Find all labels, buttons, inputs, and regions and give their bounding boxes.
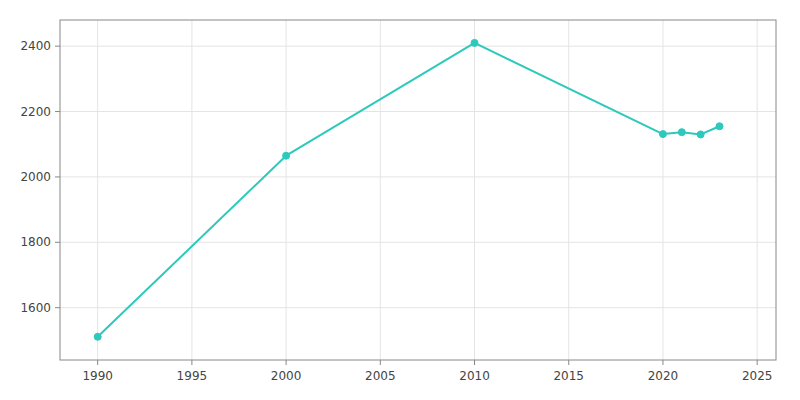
grid-line [757, 20, 758, 360]
grid-line [286, 20, 287, 360]
grid-line [60, 307, 776, 308]
tick-mark [55, 176, 60, 177]
marker [697, 131, 704, 138]
tick-mark [55, 46, 60, 47]
chart-container: 1990 1995 2000 2005 2010 2015 2020 2025 1600 1800… [0, 0, 800, 400]
marker [283, 152, 290, 159]
y-tick-label: 2400 [20, 39, 51, 53]
x-tick-label: 2020 [648, 369, 679, 383]
grid-line [60, 111, 776, 112]
x-tick-label: 2015 [553, 369, 584, 383]
grid-line [474, 20, 475, 360]
tick-mark [97, 360, 98, 365]
y-tick-label: 2000 [20, 170, 51, 184]
tick-mark [286, 360, 287, 365]
grid-line [60, 242, 776, 243]
tick-mark [662, 360, 663, 365]
grid-line [568, 20, 569, 360]
marker [659, 131, 666, 138]
x-tick-label: 2000 [271, 369, 302, 383]
y-tick-label: 1600 [20, 301, 51, 315]
tick-labels: 1990 1995 2000 2005 2010 2015 2020 2025 1600 1800… [20, 39, 772, 383]
grid-line [380, 20, 381, 360]
plot-frame [60, 20, 776, 360]
grid-line [97, 20, 98, 360]
tick-mark [380, 360, 381, 365]
marker [471, 39, 478, 46]
x-tick-label: 2005 [365, 369, 396, 383]
tick-mark [191, 360, 192, 365]
x-tick-label: 1995 [177, 369, 208, 383]
series [94, 39, 723, 340]
tick-mark [55, 242, 60, 243]
tick-mark [474, 360, 475, 365]
grid-line [60, 176, 776, 177]
tick-mark [55, 111, 60, 112]
y-tick-label: 1800 [20, 235, 51, 249]
y-tick-label: 2200 [20, 105, 51, 119]
tick-mark [757, 360, 758, 365]
plot-area [60, 20, 776, 360]
grid-line [191, 20, 192, 360]
grid-line [662, 20, 663, 360]
marker [94, 333, 101, 340]
x-tick-label: 1990 [82, 369, 113, 383]
tick-mark [55, 307, 60, 308]
marker [716, 123, 723, 130]
grid [55, 20, 776, 365]
chart: 1990 1995 2000 2005 2010 2015 2020 2025 1600 1800… [0, 0, 800, 400]
line [98, 43, 720, 337]
tick-mark [568, 360, 569, 365]
grid-line [60, 46, 776, 47]
x-tick-label: 2010 [459, 369, 490, 383]
x-tick-label: 2025 [742, 369, 773, 383]
marker [678, 129, 685, 136]
